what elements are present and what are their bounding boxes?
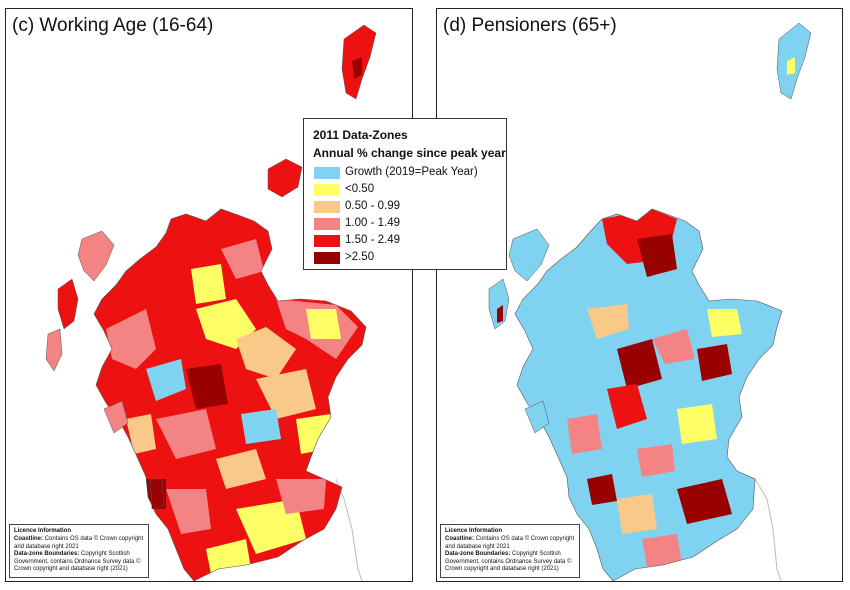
western-isles-north [508, 228, 550, 282]
mull-island [103, 400, 129, 434]
panel-title: (d) Pensioners (65+) [443, 15, 617, 36]
boundaries-label: Data-zone Boundaries: [14, 551, 80, 558]
map-panel-working-age: (c) Working Age (16-64) [5, 8, 413, 582]
legend-label: 1.50 - 2.49 [345, 234, 400, 246]
coastline-text: Contains OS data © Crown copyright and d… [445, 536, 575, 550]
orkney [267, 158, 303, 198]
border-line [754, 478, 782, 581]
scotland-map-working-age [45, 24, 377, 581]
legend-subtitle: Annual % change since peak year [313, 146, 506, 160]
licence-heading: Licence Information [14, 528, 72, 535]
legend-label: >2.50 [345, 251, 375, 263]
legend-label: 0.50 - 0.99 [345, 200, 400, 212]
legend-swatch [314, 235, 340, 247]
legend-label: 1.00 - 1.49 [345, 217, 400, 229]
legend-swatch [314, 184, 340, 196]
legend-title: 2011 Data-Zones [313, 128, 408, 142]
legend-label: Growth (2019=Peak Year) [345, 166, 478, 178]
western-isles-south [45, 328, 63, 372]
legend-swatch [314, 218, 340, 230]
licence-heading: Licence Information [445, 528, 503, 535]
map-legend: 2011 Data-Zones Annual % change since pe… [303, 118, 507, 270]
western-isles-north [77, 230, 115, 282]
coastline-text: Contains OS data © Crown copyright and d… [14, 536, 144, 550]
legend-swatch [314, 167, 340, 179]
boundaries-text: Copyright Scottish Government, contains … [14, 551, 141, 573]
arran-island [149, 478, 165, 510]
boundaries-label: Data-zone Boundaries: [445, 551, 511, 558]
coastline-label: Coastline: [445, 536, 475, 543]
map-panel-pensioners: (d) Pensioners (65+) [436, 8, 843, 582]
boundaries-text: Copyright Scottish Government, contains … [445, 551, 572, 573]
licence-info: Licence Information Coastline: Contains … [440, 524, 580, 578]
border-line [335, 478, 363, 581]
legend-label: <0.50 [345, 183, 375, 195]
legend-swatch [314, 201, 340, 213]
panel-title: (c) Working Age (16-64) [12, 15, 214, 36]
western-isles-middle [57, 278, 79, 330]
western-isles-middle [488, 278, 510, 330]
licence-info: Licence Information Coastline: Contains … [9, 524, 149, 578]
scotland-map-pensioners [488, 22, 812, 581]
mull-island [524, 400, 550, 434]
legend-swatch [314, 252, 340, 264]
coastline-label: Coastline: [14, 536, 44, 543]
